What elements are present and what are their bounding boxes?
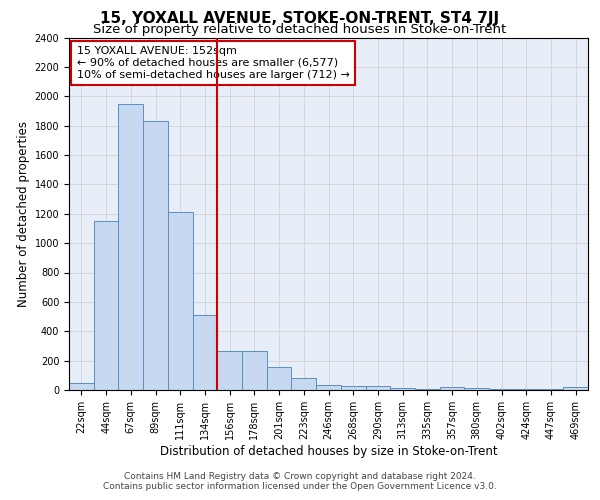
Bar [341, 386, 365, 390]
Text: Size of property relative to detached houses in Stoke-on-Trent: Size of property relative to detached ho… [94, 22, 506, 36]
Bar [242, 351, 267, 390]
Bar [69, 382, 94, 390]
Bar [143, 121, 168, 390]
Bar [193, 315, 217, 390]
Bar [118, 104, 143, 390]
Bar [489, 388, 514, 390]
Bar [267, 367, 292, 390]
Y-axis label: Number of detached properties: Number of detached properties [17, 120, 31, 306]
Bar [292, 378, 316, 390]
Bar [94, 221, 118, 390]
Text: 15 YOXALL AVENUE: 152sqm
← 90% of detached houses are smaller (6,577)
10% of sem: 15 YOXALL AVENUE: 152sqm ← 90% of detach… [77, 46, 350, 80]
Bar [563, 387, 588, 390]
Bar [440, 387, 464, 390]
Bar [168, 212, 193, 390]
Bar [415, 388, 440, 390]
Text: 15, YOXALL AVENUE, STOKE-ON-TRENT, ST4 7JJ: 15, YOXALL AVENUE, STOKE-ON-TRENT, ST4 7… [100, 11, 500, 26]
Bar [390, 388, 415, 390]
Text: Contains HM Land Registry data © Crown copyright and database right 2024.
Contai: Contains HM Land Registry data © Crown c… [103, 472, 497, 491]
Bar [365, 386, 390, 390]
Bar [464, 388, 489, 390]
Bar [316, 385, 341, 390]
Bar [217, 351, 242, 390]
X-axis label: Distribution of detached houses by size in Stoke-on-Trent: Distribution of detached houses by size … [160, 444, 497, 458]
